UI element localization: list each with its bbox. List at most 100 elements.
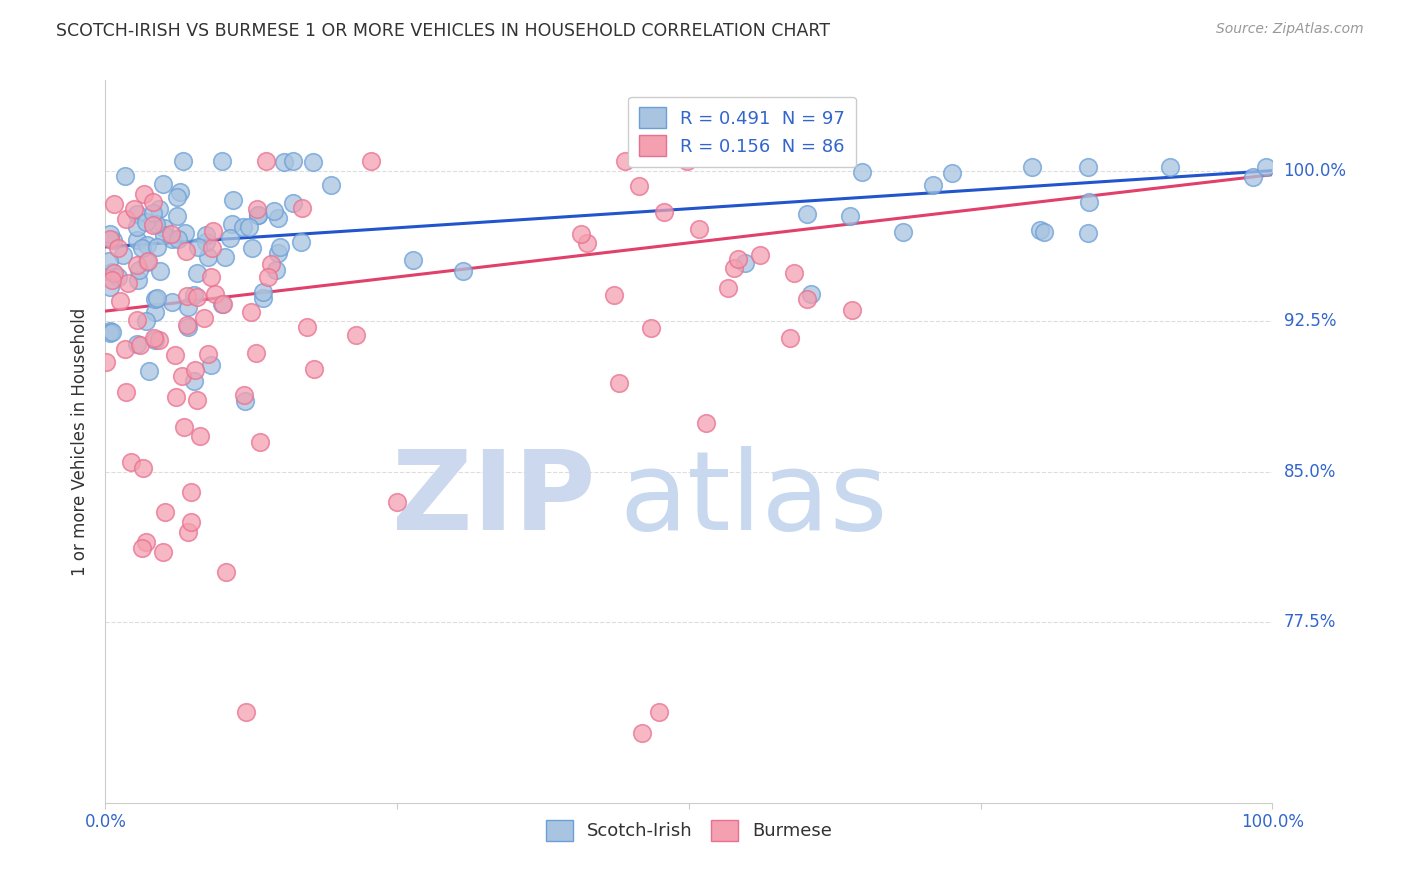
Point (290, 235, 312, 249)
Point (1241, 169, 1264, 184)
Point (249, 435, 271, 450)
Legend: Scotch-Irish, Burmese: Scotch-Irish, Burmese (538, 813, 839, 848)
Point (676, 153, 699, 168)
Point (176, 244, 198, 258)
Point (233, 387, 256, 401)
Point (94, 355, 117, 369)
Text: ZIP: ZIP (392, 446, 596, 553)
Point (385, 494, 408, 508)
Point (197, 346, 219, 360)
Point (211, 297, 233, 311)
Point (115, 211, 138, 226)
Point (800, 287, 823, 301)
Point (125, 312, 148, 326)
Point (160, 232, 183, 246)
Point (153, 505, 176, 519)
Point (260, 256, 283, 270)
Point (186, 392, 208, 407)
Point (107, 270, 129, 285)
Point (149, 264, 172, 278)
Point (402, 252, 425, 267)
Point (891, 226, 914, 240)
Point (136, 255, 159, 269)
Point (152, 545, 174, 559)
Point (215, 565, 238, 579)
Point (186, 290, 208, 304)
Point (640, 321, 662, 335)
Point (1033, 226, 1056, 240)
Point (148, 334, 170, 348)
Point (177, 524, 200, 539)
Point (200, 359, 222, 373)
Point (107, 240, 129, 254)
Point (266, 263, 288, 277)
Point (160, 227, 183, 241)
Point (346, 327, 368, 342)
Point (135, 215, 157, 229)
Point (135, 535, 157, 549)
Point (153, 221, 176, 235)
Point (97, 254, 120, 268)
Point (796, 293, 818, 307)
Point (232, 220, 254, 235)
Point (132, 186, 155, 201)
Point (246, 208, 269, 222)
Point (295, 320, 318, 334)
Point (202, 224, 225, 238)
Point (153, 227, 176, 242)
Point (184, 363, 207, 377)
Point (723, 260, 745, 275)
Point (115, 384, 138, 399)
Point (783, 266, 806, 280)
Point (245, 346, 267, 360)
Point (204, 287, 226, 301)
Point (304, 361, 326, 376)
Point (628, 179, 651, 194)
Point (695, 416, 717, 430)
Point (188, 429, 211, 443)
Point (103, 196, 125, 211)
Y-axis label: 1 or more Vehicles in Household: 1 or more Vehicles in Household (72, 308, 90, 575)
Point (200, 270, 222, 285)
Point (103, 266, 125, 280)
Point (125, 220, 148, 235)
Point (166, 232, 188, 246)
Point (238, 220, 260, 235)
Point (127, 272, 149, 286)
Point (138, 254, 160, 268)
Point (183, 374, 205, 388)
Point (319, 178, 342, 192)
Point (183, 288, 205, 302)
Point (201, 241, 224, 255)
Point (145, 217, 167, 231)
Point (267, 245, 290, 260)
Point (749, 248, 772, 262)
Text: atlas: atlas (619, 446, 887, 553)
Point (131, 541, 153, 555)
Point (128, 262, 150, 277)
Point (160, 294, 183, 309)
Point (613, 153, 636, 168)
Point (142, 205, 165, 219)
Point (252, 291, 274, 305)
Point (1077, 227, 1099, 241)
Point (180, 484, 202, 499)
Point (101, 233, 124, 247)
Point (1254, 160, 1277, 174)
Point (131, 241, 153, 255)
Point (302, 155, 325, 169)
Point (98, 326, 121, 340)
Point (143, 333, 166, 347)
Text: 92.5%: 92.5% (1284, 312, 1336, 330)
Point (145, 291, 167, 305)
Point (114, 342, 136, 356)
Point (142, 194, 165, 209)
Text: 77.5%: 77.5% (1284, 613, 1336, 632)
Point (648, 706, 671, 720)
Point (180, 515, 202, 529)
Point (125, 337, 148, 351)
Point (246, 208, 269, 222)
Point (125, 207, 148, 221)
Point (187, 240, 209, 254)
Point (246, 202, 269, 216)
